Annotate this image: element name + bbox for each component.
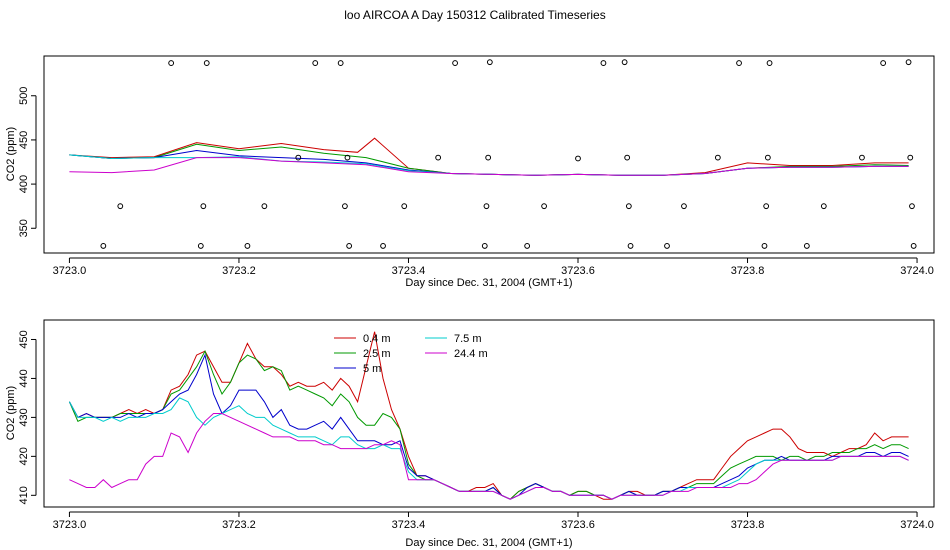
series-line-5-m	[68, 353, 909, 500]
data-point	[880, 60, 887, 66]
data-point	[380, 243, 386, 249]
bottom-y-tick-label: 450	[18, 330, 30, 348]
legend-label: 5 m	[363, 363, 381, 375]
top-series-line-0	[69, 137, 909, 176]
data-point	[100, 243, 107, 249]
top-y-tick-label: 500	[18, 87, 30, 105]
top-x-tick-label: 3723.4	[392, 265, 426, 277]
legend: 0.4 m 2.5 m 5 m 7.5 m 24.4 m	[334, 333, 488, 375]
bottom-series-lines	[68, 331, 909, 500]
series-line-24-4-m	[69, 413, 909, 500]
data-point	[203, 60, 210, 66]
data-point	[486, 59, 493, 66]
bottom-y-tick-label: 430	[18, 408, 30, 426]
data-point	[337, 60, 344, 66]
data-point	[664, 243, 670, 249]
top-x-tick-label: 3723.8	[731, 265, 765, 277]
data-point	[625, 203, 632, 210]
top-y-tick-label: 450	[18, 131, 30, 149]
data-point	[905, 59, 912, 66]
top-x-tick-label: 3723.0	[53, 265, 87, 277]
data-point	[244, 243, 251, 249]
bottom-y-tick-label: 420	[18, 447, 30, 465]
data-point	[761, 243, 768, 249]
legend-label: 24.4 m	[454, 348, 488, 360]
data-point	[763, 203, 770, 210]
data-point	[541, 203, 547, 210]
data-point	[481, 243, 488, 249]
data-point	[261, 203, 268, 210]
data-point	[168, 60, 175, 66]
bottom-x-tick-label: 3723.2	[222, 519, 256, 531]
bottom-x-axis: 3723.0 3723.2 3723.4 3723.6 3723.8 3724.0	[53, 511, 934, 531]
data-point	[766, 60, 773, 66]
top-x-tick-label: 3724.0	[900, 265, 934, 277]
data-point	[346, 243, 353, 249]
data-point	[627, 243, 634, 249]
bottom-x-tick-label: 3724.0	[900, 519, 934, 531]
top-points	[100, 59, 917, 249]
top-plot-frame	[43, 55, 935, 254]
top-y-tick-label: 350	[18, 219, 30, 237]
data-point	[736, 60, 742, 66]
bottom-panel: 3723.0 3723.2 3723.4 3723.6 3723.8 3724.0 410…	[5, 319, 935, 549]
data-point	[197, 243, 204, 249]
bottom-y-axis: 410 420 430 440 450	[18, 330, 37, 504]
data-point	[524, 243, 531, 249]
data-point	[910, 243, 917, 249]
data-point	[401, 203, 408, 210]
data-point	[342, 203, 348, 210]
top-x-axis: 3723.0 3723.2 3723.4 3723.6 3723.8 3724.0	[53, 257, 934, 277]
data-point	[681, 203, 687, 210]
data-point	[452, 60, 458, 66]
bottom-plot-frame	[43, 319, 935, 508]
data-point	[117, 203, 124, 210]
top-y-tick-label: 400	[18, 175, 30, 193]
bottom-y-axis-label: CO2 (ppm)	[5, 386, 17, 440]
data-point	[575, 155, 581, 162]
data-point	[764, 154, 771, 161]
data-point	[820, 203, 827, 210]
data-point	[435, 154, 442, 161]
bottom-x-axis-label: Day since Dec. 31, 2004 (GMT+1)	[405, 537, 572, 549]
bottom-x-tick-label: 3723.4	[392, 519, 426, 531]
bottom-x-tick-label: 3723.8	[731, 519, 765, 531]
data-point	[600, 60, 607, 66]
series-line-2-5-m	[68, 349, 909, 500]
legend-label: 7.5 m	[454, 333, 482, 345]
series-line-7-5-m	[68, 397, 909, 500]
data-point	[859, 154, 865, 161]
top-x-axis-label: Day since Dec. 31, 2004 (GMT+1)	[405, 277, 572, 289]
data-point	[803, 243, 810, 249]
data-point	[485, 154, 492, 161]
data-point	[483, 203, 490, 210]
top-series-lines	[69, 137, 909, 176]
top-y-axis: 350 400 450 500	[18, 87, 37, 237]
data-point	[200, 203, 207, 210]
data-point	[295, 154, 302, 161]
legend-label: 0.4 m	[363, 333, 391, 345]
data-point	[714, 154, 721, 161]
bottom-y-tick-label: 410	[18, 486, 30, 504]
top-x-tick-label: 3723.2	[222, 265, 256, 277]
page-title: loo AIRCOA A Day 150312 Calibrated Times…	[344, 8, 606, 22]
data-point	[624, 154, 631, 161]
series-line-0-4-m	[68, 331, 909, 500]
data-point	[909, 203, 915, 210]
bottom-x-tick-label: 3723.6	[561, 519, 595, 531]
top-y-axis-label: CO2 (ppm)	[5, 127, 17, 181]
data-point	[312, 60, 319, 66]
data-point	[344, 154, 351, 161]
data-point	[907, 154, 914, 161]
bottom-x-tick-label: 3723.0	[53, 519, 87, 531]
top-series-line-4	[69, 157, 909, 176]
top-x-tick-label: 3723.6	[561, 265, 595, 277]
top-series-line-2	[69, 149, 909, 176]
data-point	[621, 59, 628, 66]
legend-label: 2.5 m	[363, 348, 391, 360]
top-panel: 3723.0 3723.2 3723.4 3723.6 3723.8 3724.0 350…	[5, 55, 935, 289]
bottom-y-tick-label: 440	[18, 369, 30, 387]
